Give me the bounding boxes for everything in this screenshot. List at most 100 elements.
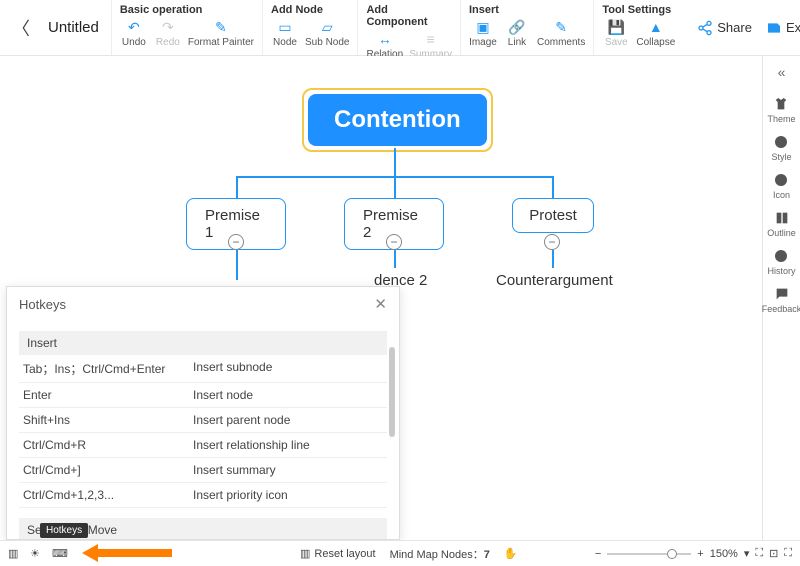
rail-feedback[interactable]: Feedback xyxy=(762,286,800,314)
bottom-icons: ▥ ☀ ⌨ xyxy=(8,547,66,561)
group-add-component: Add Component ↔Relation ≡Summary xyxy=(357,0,460,55)
save-icon: 💾 xyxy=(607,18,625,36)
fit-icon[interactable]: ⛶ xyxy=(755,547,763,560)
connector xyxy=(236,250,238,280)
darkmode-icon[interactable]: ☀ xyxy=(30,547,44,561)
feedback-icon xyxy=(774,286,790,302)
back-icon[interactable]: 〈 xyxy=(12,15,30,41)
subnode-icon: ▱ xyxy=(318,18,336,36)
hand-tool-icon[interactable]: ✋ xyxy=(504,547,518,560)
group-tools-title: Tool Settings xyxy=(602,4,675,16)
rail-history[interactable]: History xyxy=(767,248,795,276)
summary-icon: ≡ xyxy=(422,30,440,48)
connector xyxy=(236,176,238,198)
child-node-protest[interactable]: Protest xyxy=(512,198,594,233)
group-insert: Insert ▣Image 🔗Link ✎Comments xyxy=(460,0,593,55)
node-icon: ▭ xyxy=(276,18,294,36)
connector xyxy=(552,176,554,198)
presentation-icon[interactable]: ▥ xyxy=(8,547,22,561)
group-addnode-title: Add Node xyxy=(271,4,349,16)
export-label: Export xyxy=(786,20,800,35)
hk-section-insert: Insert xyxy=(19,331,387,355)
hk-row: Shift+InsInsert parent node xyxy=(19,408,387,433)
toolbar-groups: Basic operation ↶Undo ↷Redo ✎Format Pain… xyxy=(111,0,683,55)
smile-icon xyxy=(773,172,789,188)
add-node-button[interactable]: ▭Node xyxy=(271,18,299,48)
bottom-right: − + 150% ▾ ⛶ ⊡ ⛶ xyxy=(595,547,792,560)
format-painter-button[interactable]: ✎Format Painter xyxy=(188,18,254,48)
relation-icon: ↔ xyxy=(376,30,394,48)
paintbrush-icon: ✎ xyxy=(212,18,230,36)
topbar-left: 〈 Untitled xyxy=(0,0,111,55)
comments-icon: ✎ xyxy=(552,18,570,36)
undo-button[interactable]: ↶Undo xyxy=(120,18,148,48)
zoom-menu-icon[interactable]: ▾ xyxy=(744,547,750,560)
hk-row: Tab；Ins；Ctrl/Cmd+EnterInsert subnode xyxy=(19,355,387,383)
group-addcomp-title: Add Component xyxy=(366,4,452,28)
zoom-value: 150% xyxy=(710,548,738,560)
fold-toggle[interactable]: − xyxy=(228,234,244,250)
insert-image-button[interactable]: ▣Image xyxy=(469,18,497,48)
center-icon[interactable]: ⊡ xyxy=(769,547,778,560)
group-basic: Basic operation ↶Undo ↷Redo ✎Format Pain… xyxy=(111,0,262,55)
sub-node-counterargument[interactable]: Counterargument xyxy=(496,272,613,289)
group-insert-title: Insert xyxy=(469,4,585,16)
reset-icon: ▥ xyxy=(300,547,310,560)
fold-toggle[interactable]: − xyxy=(544,234,560,250)
add-subnode-button[interactable]: ▱Sub Node xyxy=(305,18,349,48)
hotkeys-header: Hotkeys ✕ xyxy=(7,287,399,321)
hotkeys-body[interactable]: Insert Tab；Ins；Ctrl/Cmd+EnterInsert subn… xyxy=(7,321,399,539)
undo-icon: ↶ xyxy=(125,18,143,36)
image-icon: ▣ xyxy=(474,18,492,36)
export-icon xyxy=(766,20,782,36)
share-button[interactable]: Share xyxy=(697,20,752,36)
zoom-out-button[interactable]: − xyxy=(595,548,601,560)
hotkeys-title: Hotkeys xyxy=(19,297,66,312)
root-node-selection[interactable]: Contention xyxy=(302,88,493,152)
hk-row: EnterInsert node xyxy=(19,383,387,408)
export-button[interactable]: Export xyxy=(766,20,800,36)
top-toolbar: 〈 Untitled Basic operation ↶Undo ↷Redo ✎… xyxy=(0,0,800,56)
share-icon xyxy=(697,20,713,36)
reset-layout-button[interactable]: ▥Reset layout xyxy=(300,547,376,560)
connector xyxy=(552,250,554,268)
root-node[interactable]: Contention xyxy=(308,94,487,146)
nodes-count: Mind Map Nodes：7 xyxy=(390,546,490,562)
group-basic-title: Basic operation xyxy=(120,4,254,16)
zoom-in-button[interactable]: + xyxy=(697,548,703,560)
collapse-button[interactable]: ▲Collapse xyxy=(636,18,675,48)
palette-icon xyxy=(773,134,789,150)
fullscreen-icon[interactable]: ⛶ xyxy=(784,547,792,560)
hk-row: Ctrl/Cmd+1,2,3...Insert priority icon xyxy=(19,483,387,508)
rail-outline[interactable]: Outline xyxy=(767,210,796,238)
rail-icon[interactable]: Icon xyxy=(773,172,790,200)
keyboard-icon[interactable]: ⌨ xyxy=(52,547,66,561)
hk-row: Ctrl/Cmd+RInsert relationship line xyxy=(19,433,387,458)
insert-comments-button[interactable]: ✎Comments xyxy=(537,18,585,48)
outline-icon xyxy=(774,210,790,226)
link-icon: 🔗 xyxy=(508,18,526,36)
rail-style[interactable]: Style xyxy=(771,134,791,162)
group-tools: Tool Settings 💾Save ▲Collapse xyxy=(593,0,683,55)
redo-icon: ↷ xyxy=(159,18,177,36)
close-icon[interactable]: ✕ xyxy=(374,295,387,313)
zoom-slider[interactable] xyxy=(607,553,691,555)
connector xyxy=(394,176,396,198)
scrollbar-thumb[interactable] xyxy=(389,347,395,437)
insert-link-button[interactable]: 🔗Link xyxy=(503,18,531,48)
fold-toggle[interactable]: − xyxy=(386,234,402,250)
hotkeys-tooltip: Hotkeys xyxy=(40,523,88,538)
zoom-handle[interactable] xyxy=(667,549,677,559)
bottom-center: ▥Reset layout Mind Map Nodes：7 ✋ xyxy=(300,546,518,562)
connector xyxy=(394,148,396,176)
save-button[interactable]: 💾Save xyxy=(602,18,630,48)
share-label: Share xyxy=(717,20,752,35)
right-rail: « Theme Style Icon Outline History Feedb… xyxy=(762,56,800,540)
hk-row: Ctrl/Cmd+]Insert summary xyxy=(19,458,387,483)
doc-title[interactable]: Untitled xyxy=(48,19,99,36)
redo-button[interactable]: ↷Redo xyxy=(154,18,182,48)
topbar-right: Share Export xyxy=(683,0,800,55)
rail-theme[interactable]: Theme xyxy=(767,96,795,124)
group-add-node: Add Node ▭Node ▱Sub Node xyxy=(262,0,357,55)
rail-collapse-icon[interactable]: « xyxy=(778,64,786,80)
